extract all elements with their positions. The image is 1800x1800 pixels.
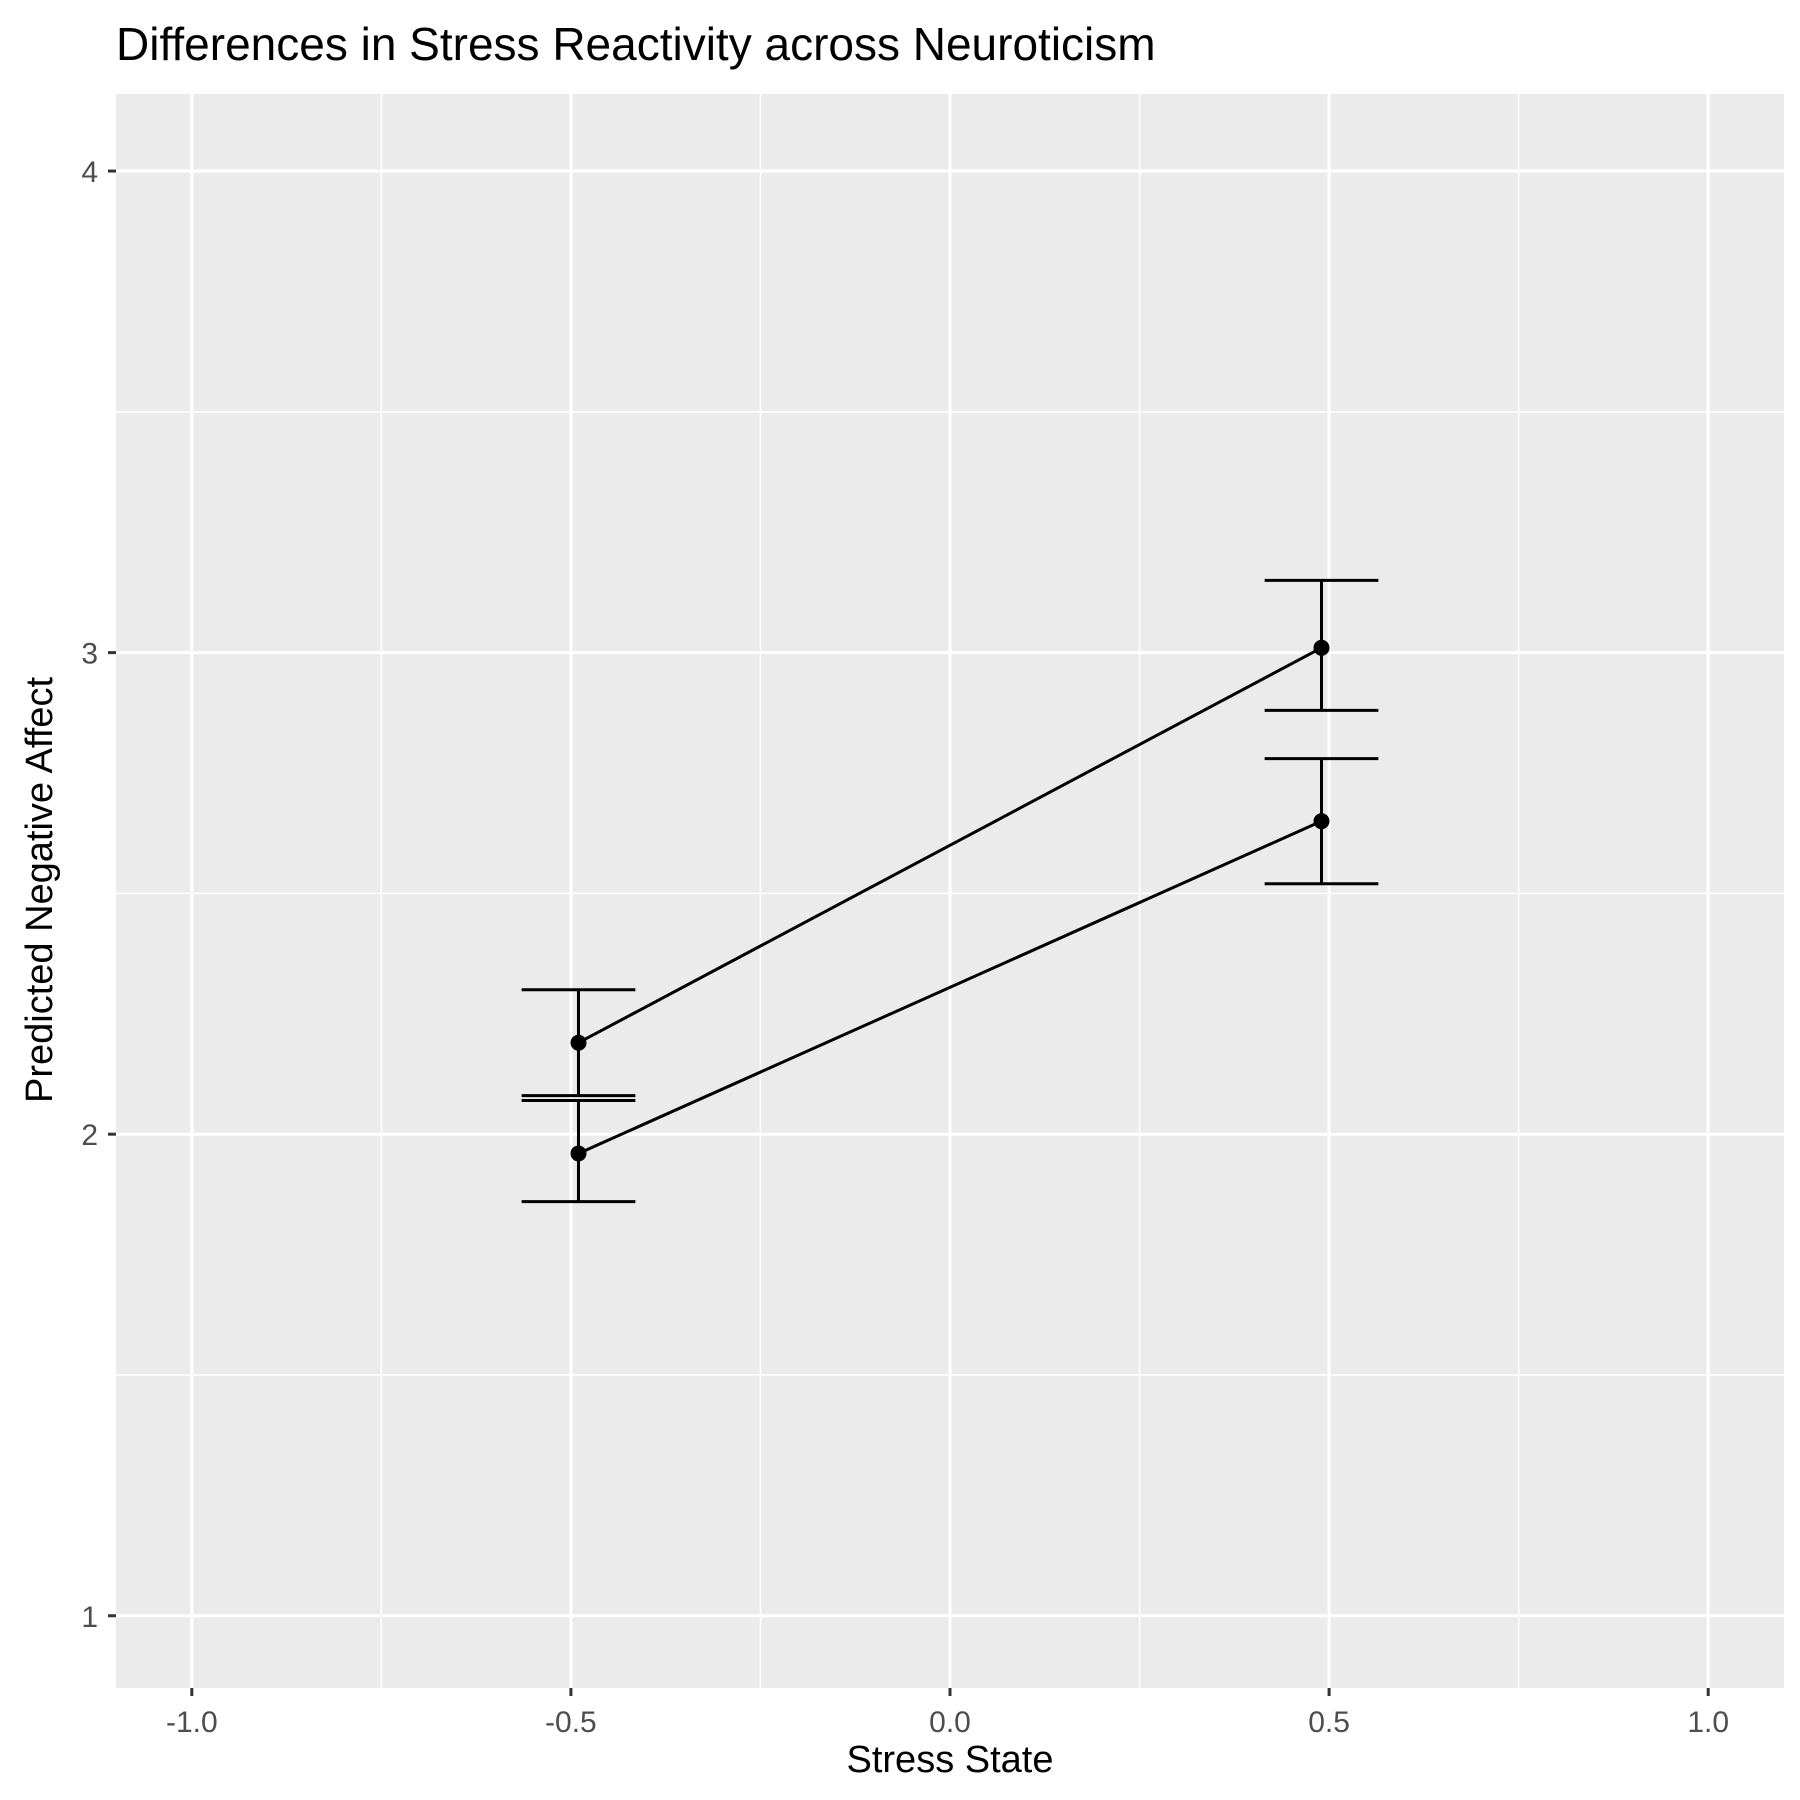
- major-gridlines: [116, 94, 1784, 1688]
- y-axis: 1 2 3 4: [81, 156, 116, 1634]
- data-point: [570, 1034, 587, 1051]
- series-2: [521, 757, 1379, 1204]
- x-axis-title: Stress State: [847, 1739, 1054, 1781]
- y-tick-label: 2: [81, 1119, 98, 1152]
- x-tick-label: 1.0: [1687, 1706, 1729, 1739]
- chart-title: Differences in Stress Reactivity across …: [116, 18, 1156, 70]
- series-line: [577, 646, 1323, 1045]
- data-point: [570, 1145, 587, 1162]
- y-axis-title: Predicted Negative Affect: [19, 677, 61, 1103]
- series-layer: [521, 578, 1379, 1204]
- x-tick-label: -0.5: [545, 1706, 597, 1739]
- series-line: [577, 819, 1323, 1155]
- x-tick-label: 0.0: [929, 1706, 971, 1739]
- data-point: [1313, 813, 1330, 830]
- x-tick-label: 0.5: [1308, 1706, 1350, 1739]
- data-point: [1313, 639, 1330, 656]
- x-axis: -1.0 -0.5 0.0 0.5 1.0: [166, 1688, 1729, 1739]
- series-1: [521, 578, 1379, 1098]
- y-tick-label: 1: [81, 1601, 98, 1634]
- x-tick-label: -1.0: [166, 1706, 218, 1739]
- y-tick-label: 3: [81, 638, 98, 671]
- y-tick-label: 4: [81, 156, 98, 189]
